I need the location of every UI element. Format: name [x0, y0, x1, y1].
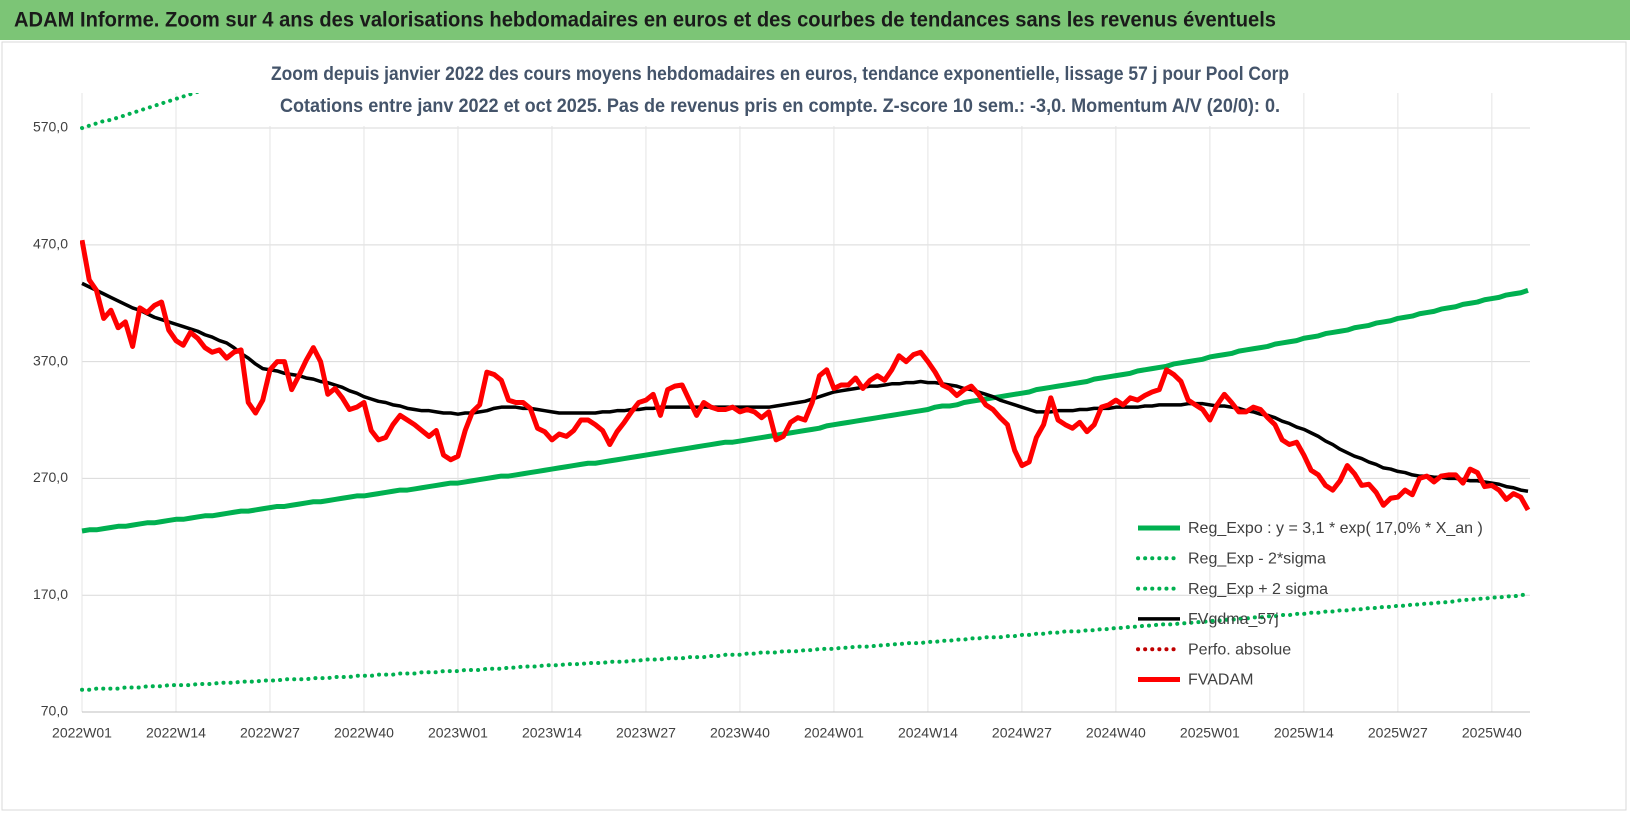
x-tick-label: 2025W40	[1462, 725, 1522, 741]
chart-title: Zoom depuis janvier 2022 des cours moyen…	[271, 64, 1289, 85]
x-tick-label: 2022W14	[146, 725, 206, 741]
legend-label: Reg_Exp + 2 sigma	[1188, 581, 1328, 598]
y-tick-label: 270,0	[33, 469, 68, 485]
legend: Reg_Expo : y = 3,1 * exp( 17,0% * X_an )…	[1136, 520, 1483, 689]
plot-area: 70,0 170,0 270,0 370,0 470,0 570,0 2022W01 2022…	[33, 93, 1531, 741]
y-tick-label: 370,0	[33, 352, 68, 368]
x-tick-label: 2024W14	[898, 725, 958, 741]
y-tick-label: 170,0	[33, 586, 68, 602]
x-tick-label: 2023W14	[522, 725, 582, 741]
series-line	[80, 239, 1531, 512]
y-tick-label: 70,0	[41, 703, 68, 719]
chart-subtitle: Cotations entre janv 2022 et oct 2025. P…	[280, 96, 1280, 117]
legend-label: FVgdma_57j	[1188, 611, 1279, 628]
x-tick-label: 2023W01	[428, 725, 488, 741]
x-tick-label: 2022W01	[52, 725, 112, 741]
x-tick-label: 2023W27	[616, 725, 676, 741]
chart-frame	[1, 41, 1627, 811]
x-tick-label: 2024W40	[1086, 725, 1146, 741]
x-tick-label: 2022W27	[240, 725, 300, 741]
x-tick-label: 2022W40	[334, 725, 394, 741]
title-box	[268, 58, 1302, 126]
x-tick-label: 2025W27	[1368, 725, 1428, 741]
legend-label: FVADAM	[1188, 672, 1253, 689]
page-title: ADAM Informe. Zoom sur 4 ans des valoris…	[14, 9, 1276, 32]
x-tick-label: 2024W27	[992, 725, 1052, 741]
legend-label: Reg_Exp - 2*sigma	[1188, 551, 1326, 568]
x-tick-label: 2023W40	[710, 725, 770, 741]
header-bar	[0, 0, 1630, 40]
x-tick-label: 2025W01	[1180, 725, 1240, 741]
x-tick-label: 2024W01	[804, 725, 864, 741]
x-tick-label: 2025W14	[1274, 725, 1334, 741]
y-tick-label: 570,0	[33, 119, 68, 135]
y-tick-label: 470,0	[33, 236, 68, 252]
legend-label: Reg_Expo : y = 3,1 * exp( 17,0% * X_an )	[1188, 520, 1483, 537]
series-line	[80, 592, 1530, 692]
legend-label: Perfo. absolue	[1188, 641, 1291, 658]
series-line	[81, 288, 1529, 534]
